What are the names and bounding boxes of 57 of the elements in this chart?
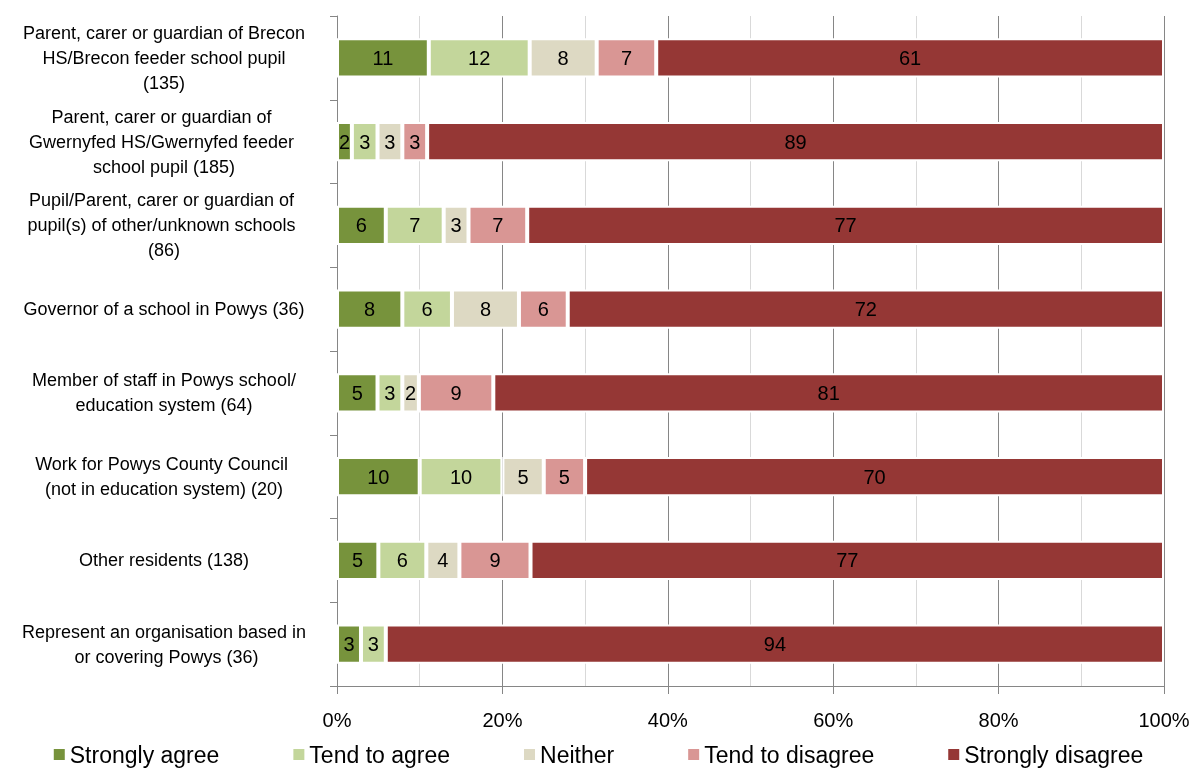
data-label: 77	[834, 214, 857, 237]
data-label: 2	[405, 381, 417, 404]
data-label: 3	[384, 130, 396, 153]
data-label: 77	[836, 549, 859, 572]
data-label: 89	[784, 130, 807, 153]
data-label: 3	[384, 381, 396, 404]
legend-label: Tend to disagree	[704, 741, 875, 768]
data-label: 5	[558, 465, 570, 488]
y-tick-label: Parent, carer or guardian of Brecon HS/Brecon feeder school pupil (135)	[22, 22, 306, 93]
data-label: 10	[367, 465, 390, 488]
data-label: 3	[343, 633, 355, 656]
data-label: 12	[468, 46, 491, 69]
data-label: 5	[517, 465, 529, 488]
data-label: 8	[364, 298, 376, 321]
data-label: 81	[817, 381, 840, 404]
data-label: 72	[854, 298, 877, 321]
y-tick-label: Parent, carer or guardian of Gwernyfed HS/Gwernyfed feeder school pupil (185)	[28, 106, 300, 177]
data-label: 3	[367, 633, 379, 656]
y-tick-label: Work for Powys County Council (not in education system) (20)	[35, 454, 293, 500]
data-label: 4	[437, 549, 449, 572]
y-tick-label: Represent an organisation based in or covering Powys (36)	[21, 621, 307, 667]
data-label: 2	[338, 130, 351, 153]
data-label: 9	[489, 549, 501, 572]
y-tick-label: Member of staff in Powys school/education system (64)	[32, 370, 296, 416]
data-label: 7	[620, 46, 633, 69]
data-label: 5	[351, 381, 363, 404]
data-label: 3	[359, 130, 371, 153]
y-tick-label: Other residents (138)	[78, 550, 250, 571]
x-tick-label: 60%	[813, 709, 854, 731]
data-label: 9	[450, 381, 462, 404]
legend-label: Strongly agree	[69, 741, 220, 768]
legend-label: Strongly disagree	[964, 741, 1144, 768]
legend-label: Neither	[540, 741, 615, 768]
data-label: 3	[409, 130, 421, 153]
data-label: 94	[763, 633, 787, 656]
data-label: 8	[557, 46, 569, 69]
x-tick-label: 100%	[1138, 709, 1190, 731]
data-label: 6	[355, 214, 367, 237]
x-tick-label: 80%	[978, 709, 1019, 731]
y-tick-label: Pupil/Parent, carer or guardian of pupil(s) of other/unknown schools (86)	[27, 190, 301, 261]
data-label: 8	[479, 298, 492, 321]
data-label: 7	[492, 214, 504, 237]
data-label: 3	[450, 214, 462, 237]
data-label: 6	[396, 549, 408, 572]
x-tick-label: 0%	[322, 709, 352, 731]
data-label: 5	[352, 549, 364, 572]
x-tick-label: 40%	[647, 709, 689, 731]
data-label: 11	[372, 46, 394, 69]
x-tick-label: 20%	[482, 709, 523, 731]
data-label: 6	[537, 298, 549, 321]
y-tick-label: Governor of a school in Powys (36)	[23, 299, 305, 320]
data-label: 7	[409, 214, 421, 237]
legend-label: Tend to agree	[309, 741, 451, 768]
data-label: 70	[863, 465, 886, 488]
data-label: 6	[421, 298, 433, 321]
data-label: 10	[449, 465, 473, 488]
data-label: 61	[898, 46, 922, 69]
